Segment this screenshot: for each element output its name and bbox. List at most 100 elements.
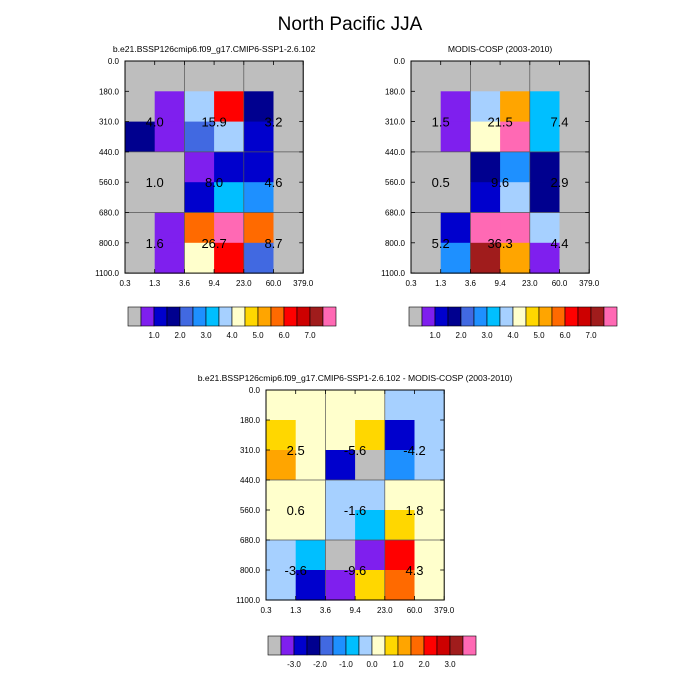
heatmap-cell	[414, 420, 445, 451]
heatmap-cell	[125, 242, 156, 274]
x-tick-label: 23.0	[377, 606, 393, 615]
heatmap-cell	[529, 151, 561, 183]
heatmap-cell	[411, 242, 442, 274]
heatmap-cell	[214, 61, 245, 92]
heatmap-cell	[470, 151, 501, 183]
heatmap-cell	[411, 212, 442, 244]
colorbar-label: 5.0	[252, 331, 264, 340]
colorbar-label: 4.0	[226, 331, 238, 340]
heatmap-cell	[500, 242, 531, 274]
y-tick-label: 440.0	[240, 476, 261, 485]
heatmap-cell	[154, 242, 185, 274]
colorbar-box	[358, 635, 373, 656]
value-label: 1.6	[146, 236, 164, 251]
colorbar-label: 4.0	[507, 331, 519, 340]
panel-title: MODIS-COSP (2003-2010)	[448, 44, 553, 54]
colorbar-label: 2.0	[418, 660, 430, 669]
colorbar-box	[140, 306, 155, 327]
x-tick-label: 23.0	[522, 279, 538, 288]
colorbar-box	[322, 306, 337, 327]
heatmap-cell	[125, 121, 156, 153]
panel-title: b.e21.BSSP126cmip6.f09_g17.CMIP6-SSP1-2.…	[113, 44, 316, 54]
colorbar-label: 1.0	[392, 660, 404, 669]
heatmap-panel-2: MODIS-COSP (2003-2010) 0.3 1.3 3.6 9.4 23.0 60…	[381, 44, 618, 340]
heatmap-cell	[154, 121, 185, 153]
colorbar-label: -1.0	[339, 660, 353, 669]
heatmap-cell	[470, 182, 501, 214]
heatmap-cell	[243, 151, 275, 183]
heatmap-cell	[411, 61, 442, 92]
y-tick-label: 0.0	[394, 57, 406, 66]
heatmap-cell	[243, 91, 275, 123]
y-tick-label: 560.0	[99, 178, 120, 187]
value-label: 2.5	[287, 443, 305, 458]
heatmap-cell	[440, 242, 471, 274]
heatmap-cell	[440, 61, 471, 92]
heatmap-cell	[355, 480, 386, 511]
colorbar-box	[590, 306, 605, 327]
y-tick-label: 310.0	[99, 118, 120, 127]
colorbar-box	[205, 306, 220, 327]
heatmap-cell	[440, 182, 471, 214]
heatmap-cell	[500, 121, 531, 153]
x-tick-label: 3.6	[179, 279, 191, 288]
colorbar-box	[499, 306, 514, 327]
heatmap-cell	[500, 151, 531, 183]
colorbar-label: -3.0	[287, 660, 301, 669]
x-tick-label: 1.3	[435, 279, 447, 288]
heatmap-cell	[384, 510, 416, 541]
heatmap-cell	[325, 480, 356, 511]
colorbar-box	[319, 635, 334, 656]
heatmap-cell	[273, 212, 304, 244]
colorbar-label: 6.0	[559, 331, 571, 340]
heatmap-cell	[559, 242, 590, 274]
y-tick-label: 680.0	[240, 536, 261, 545]
y-tick-label: 1100.0	[381, 269, 405, 278]
y-tick-label: 0.0	[108, 57, 120, 66]
heatmap-cell	[355, 420, 386, 451]
x-tick-label: 0.3	[119, 279, 131, 288]
heatmap-cell	[384, 480, 416, 511]
colorbar-box	[332, 635, 347, 656]
value-label: -3.6	[284, 563, 306, 578]
colorbar-label: -2.0	[313, 660, 327, 669]
value-label: -9.6	[344, 563, 366, 578]
colorbar: 1.0 2.0 3.0 4.0 5.0 6.0 7.0	[127, 306, 337, 340]
y-tick-label: 680.0	[385, 209, 406, 218]
colorbar-box	[218, 306, 233, 327]
heatmap-cell	[470, 212, 501, 244]
colorbar-box	[309, 306, 324, 327]
value-label: 0.6	[287, 503, 305, 518]
value-label: 8.0	[205, 175, 223, 190]
heatmap-cell	[325, 540, 356, 571]
heatmap-cell	[243, 182, 275, 214]
heatmap-cell	[154, 91, 185, 123]
heatmap-cell	[355, 450, 386, 481]
colorbar-box	[267, 635, 282, 656]
heatmap-cell	[266, 510, 297, 541]
heatmap-cell	[214, 91, 245, 123]
colorbar-box	[564, 306, 579, 327]
colorbar-box	[153, 306, 168, 327]
value-label: 15.9	[201, 115, 226, 130]
panel-title: b.e21.BSSP126cmip6.f09_g17.CMIP6-SSP1-2.…	[198, 373, 513, 383]
heatmap-cell	[184, 212, 215, 244]
heatmap-cell	[243, 61, 275, 92]
heatmap-cell	[273, 91, 304, 123]
y-tick-label: 310.0	[385, 118, 406, 127]
colorbar-box	[397, 635, 412, 656]
x-tick-label: 379.0	[434, 606, 455, 615]
heatmap-cell	[266, 570, 297, 601]
heatmap-cell	[414, 480, 445, 511]
heatmap-cell	[125, 182, 156, 214]
value-label: 1.5	[432, 115, 450, 130]
heatmap-cell	[325, 510, 356, 541]
heatmap-cell	[214, 121, 245, 153]
value-label: 36.3	[487, 236, 512, 251]
heatmap-cell	[529, 91, 561, 123]
x-tick-label: 3.6	[320, 606, 332, 615]
colorbar-box	[449, 635, 464, 656]
heatmap-cell	[355, 510, 386, 541]
heatmap-panel-1: b.e21.BSSP126cmip6.f09_g17.CMIP6-SSP1-2.…	[95, 44, 337, 340]
colorbar-box	[293, 635, 308, 656]
